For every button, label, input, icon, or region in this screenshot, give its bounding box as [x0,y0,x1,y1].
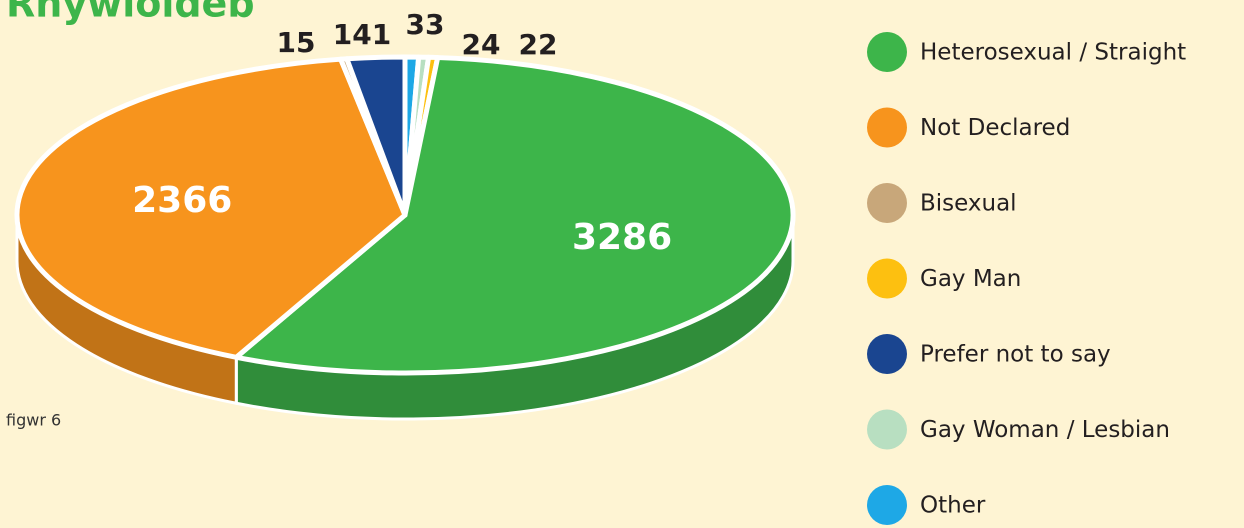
chart-title: Rhywioldeb [6,0,255,26]
legend-label: Heterosexual / Straight [920,40,1186,66]
legend-label: Gay Man [920,266,1021,292]
legend-marker [867,409,907,450]
legend-label: Gay Woman / Lesbian [920,417,1170,443]
pie-slice [344,54,408,218]
figure-note: figwr 6 [6,411,61,430]
legend-marker [867,107,907,148]
legend-marker [867,32,907,72]
data-label: 22 [519,28,558,61]
legend: Heterosexual / Straight Not Declared Bisex… [867,32,1186,525]
legend-marker [867,183,907,223]
legend-marker [867,334,907,374]
legend-label: Not Declared [920,115,1070,141]
data-label: 3286 [572,217,672,258]
data-label: 24 [462,28,501,61]
data-label: 141 [333,18,391,51]
legend-label: Other [920,493,986,519]
pie-tops [14,54,796,376]
pie-slice [14,56,408,360]
legend-label: Bisexual [920,191,1017,217]
legend-label: Prefer not to say [920,342,1111,368]
legend-marker [867,485,907,525]
data-label: 15 [277,26,316,59]
pie-slice [233,55,796,376]
data-label: 2366 [132,180,232,221]
data-labels: 33 24 22 3286 2366 15 141 [132,8,672,258]
data-label: 33 [406,8,445,41]
legend-marker [867,258,907,299]
